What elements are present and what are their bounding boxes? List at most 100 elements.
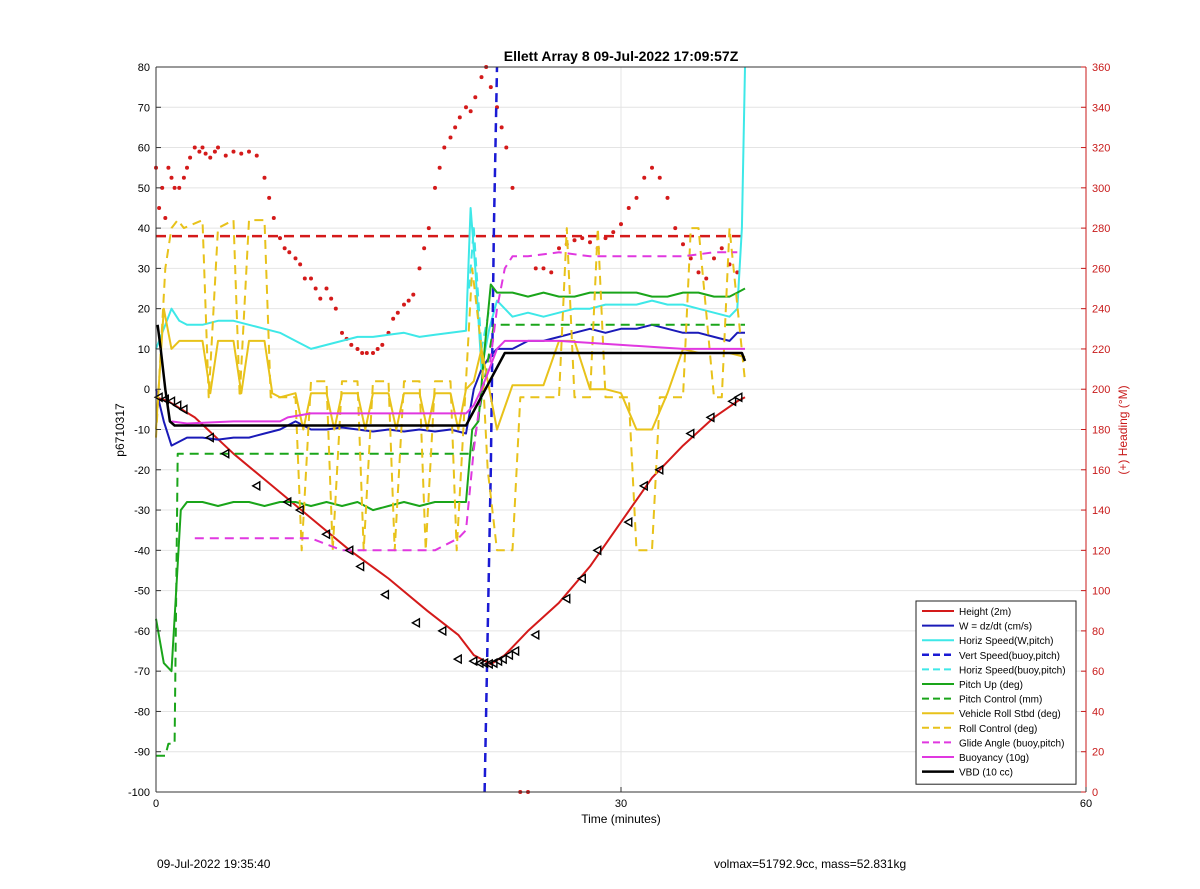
series-layer <box>154 65 747 794</box>
height-marker <box>468 655 478 667</box>
y-right-tick-label: 200 <box>1092 384 1110 396</box>
y-right-tick-label: 180 <box>1092 425 1110 437</box>
height-marker <box>410 617 421 629</box>
y-axis-label: p6710317 <box>113 403 127 457</box>
heading-point <box>239 151 244 156</box>
height-marker <box>204 432 214 443</box>
height-marker <box>530 629 540 641</box>
y-tick-label: 60 <box>138 143 150 155</box>
height-marker <box>727 396 737 407</box>
heading-point <box>271 216 276 221</box>
series-line-pitch-up-deg <box>155 283 746 673</box>
height-marker <box>733 392 743 403</box>
heading-point <box>411 292 416 297</box>
y-right-tick-label: 0 <box>1092 787 1098 799</box>
heading-point <box>704 276 709 281</box>
height-marker <box>251 480 261 492</box>
heading-point <box>340 330 344 335</box>
heading-point <box>360 350 365 355</box>
heading-point <box>309 276 313 281</box>
y-right-tick-label: 360 <box>1092 62 1110 74</box>
y-tick-label: -20 <box>134 465 150 477</box>
series-line-buoyancy-10g <box>171 339 745 425</box>
legend-label: Buoyancy (10g) <box>959 753 1029 764</box>
series-line-vbd-10-cc <box>156 324 747 427</box>
heading-point <box>457 115 462 120</box>
heading-point <box>231 149 236 154</box>
heading-point <box>696 270 701 275</box>
heading-point <box>634 195 639 200</box>
heading-point <box>588 240 592 245</box>
heading-point <box>657 175 662 180</box>
heading-point <box>442 145 447 150</box>
heading-point <box>426 226 431 231</box>
height-marker <box>503 649 514 661</box>
height-marker <box>623 516 633 528</box>
height-marker <box>638 480 648 492</box>
heading-point <box>197 149 202 154</box>
series-line-vert-speed-buoy-pitch <box>483 66 499 793</box>
legend-label: Roll Control (deg) <box>959 724 1037 735</box>
y-right-tick-label: 280 <box>1092 223 1110 235</box>
height-marker <box>379 589 390 600</box>
heading-point <box>278 236 282 241</box>
heading-point <box>541 266 546 271</box>
height-marker <box>159 394 170 405</box>
y-tick-label: -60 <box>134 626 150 638</box>
y-right-tick-label: 240 <box>1092 304 1110 316</box>
heading-point <box>665 195 670 200</box>
heading-point <box>172 185 177 190</box>
heading-point <box>177 185 182 190</box>
heading-point <box>163 216 168 221</box>
heading-point <box>298 262 303 267</box>
y-right-tick-label: 40 <box>1092 706 1104 718</box>
heading-point <box>603 236 608 241</box>
heading-point <box>468 109 473 114</box>
heading-point <box>375 346 380 351</box>
y-right-tick-label: 340 <box>1092 102 1110 114</box>
heading-point <box>406 298 411 303</box>
height-marker <box>510 645 520 657</box>
y-tick-label: -30 <box>134 505 150 517</box>
heading-point <box>448 135 453 140</box>
y-tick-label: -50 <box>134 586 150 598</box>
heading-point <box>166 165 171 170</box>
heading-point <box>719 246 724 251</box>
y-right-tick-label: 140 <box>1092 505 1110 517</box>
heading-point <box>510 185 515 190</box>
y-right-tick-label: 60 <box>1092 666 1104 678</box>
heading-point <box>395 310 400 315</box>
heading-point <box>212 149 217 154</box>
heading-point <box>203 151 208 156</box>
heading-point <box>533 266 538 271</box>
height-marker <box>497 653 507 665</box>
heading-point <box>324 286 329 291</box>
heading-point <box>504 145 509 150</box>
series-line-roll-control-deg <box>155 219 746 552</box>
heading-point <box>580 236 585 241</box>
heading-point <box>473 95 478 100</box>
heading-point <box>673 226 678 231</box>
height-marker <box>172 400 182 411</box>
heading-point <box>293 256 298 261</box>
y-tick-label: 40 <box>138 223 150 235</box>
height-marker <box>344 545 354 556</box>
heading-point <box>437 165 442 170</box>
y-right-tick-label: 20 <box>1092 747 1104 759</box>
heading-point <box>181 175 186 180</box>
y-axis-label-right: (+) Heading (°M) <box>1116 385 1130 474</box>
height-marker <box>685 428 695 439</box>
series-line-horiz-speed-w-pitch <box>155 66 746 371</box>
legend-box <box>915 600 1077 785</box>
height-marker <box>561 593 571 604</box>
height-marker <box>452 653 462 665</box>
y-tick-label: -10 <box>134 425 150 437</box>
series-line-pitch-control-mm <box>156 323 745 757</box>
heading-point <box>216 145 220 150</box>
legend-label: Vehicle Roll Stbd (deg) <box>959 709 1061 720</box>
heading-point <box>681 242 685 247</box>
heading-point <box>557 246 561 251</box>
legend-label: Height (2m) <box>959 607 1011 618</box>
y-tick-label: -80 <box>134 706 150 718</box>
